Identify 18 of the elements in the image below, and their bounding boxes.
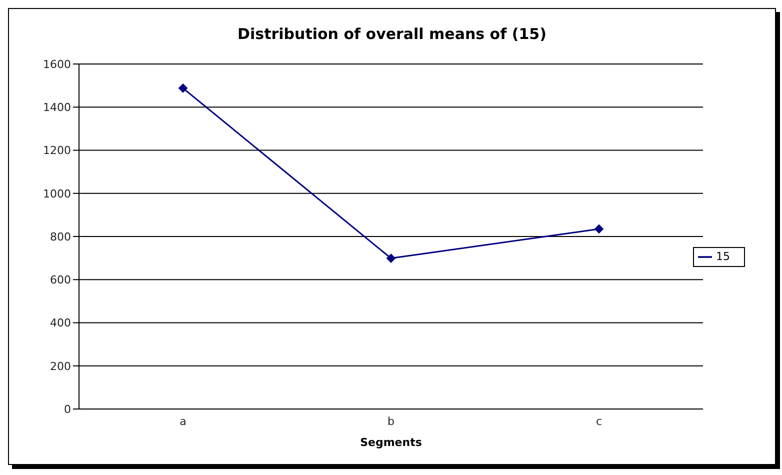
y-tick-label: 400 [50, 316, 71, 330]
x-tick-label: c [596, 414, 602, 428]
point [386, 254, 396, 263]
y-tick-label: 1400 [43, 101, 71, 114]
y-tick-label: 1600 [43, 58, 71, 71]
legend-label: 15 [716, 250, 730, 263]
y-tick-label: 600 [50, 274, 71, 287]
y-tick-label: 200 [50, 360, 71, 373]
chart-title: Distribution of overall means of (15) [236, 25, 548, 45]
x-axis-title: Segments [360, 436, 422, 449]
point [594, 224, 604, 234]
y-tick-label: 0 [64, 402, 71, 416]
point [178, 84, 188, 93]
y-tick-label: 1000 [43, 187, 71, 200]
x-tick-label: b [388, 414, 395, 428]
y-tick-label: 1200 [43, 144, 71, 158]
x-tick-label: a [180, 414, 186, 428]
y-tick-label: 800 [50, 230, 71, 244]
